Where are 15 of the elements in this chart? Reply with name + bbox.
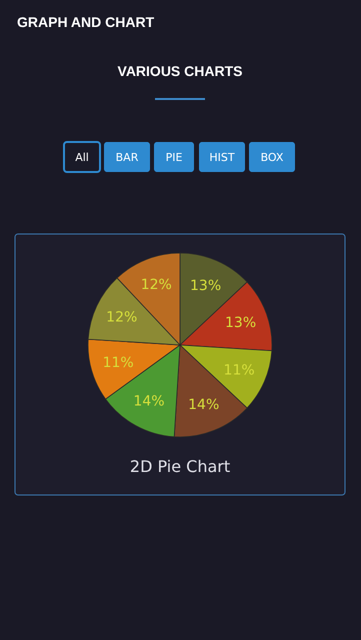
text: BAR [116, 151, 139, 164]
data-label: 13% [225, 315, 256, 332]
text: HIST [209, 151, 235, 164]
text: GRAPH AND CHART [17, 14, 155, 30]
text: VARIOUS CHARTS [118, 63, 242, 79]
text: All [75, 151, 89, 164]
text: BOX [260, 151, 284, 164]
text: 2D Pie Chart [130, 457, 230, 476]
data-label: 11% [102, 354, 134, 371]
text: PIE [166, 151, 182, 164]
data-label: 14% [188, 396, 220, 413]
data-label: 12% [106, 310, 138, 326]
data-label: 14% [133, 393, 165, 410]
data-label: 13% [190, 278, 222, 294]
data-label: 12% [140, 277, 172, 294]
